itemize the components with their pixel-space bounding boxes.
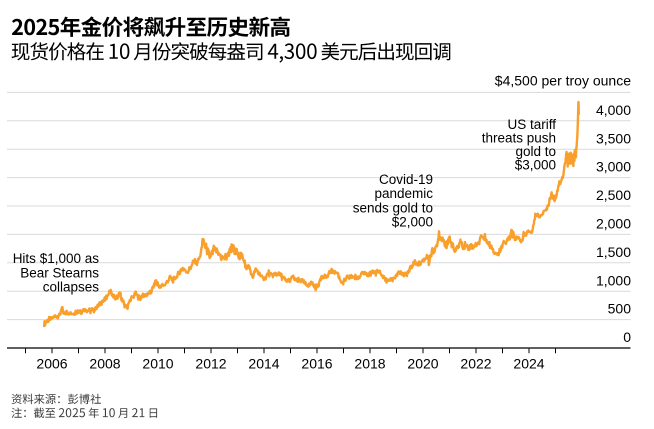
svg-text:4,000: 4,000: [596, 102, 631, 118]
svg-text:2006: 2006: [36, 355, 67, 371]
svg-text:2022: 2022: [460, 355, 491, 371]
svg-text:3,000: 3,000: [596, 159, 631, 175]
svg-text:3,500: 3,500: [596, 130, 631, 146]
svg-text:$4,500 per troy ounce: $4,500 per troy ounce: [495, 73, 631, 89]
svg-text:0: 0: [623, 329, 631, 345]
svg-text:500: 500: [608, 301, 632, 317]
svg-text:2012: 2012: [195, 355, 226, 371]
svg-text:2010: 2010: [142, 355, 173, 371]
svg-text:2024: 2024: [513, 355, 544, 371]
svg-text:2018: 2018: [354, 355, 385, 371]
svg-text:2020: 2020: [407, 355, 438, 371]
svg-text:1,000: 1,000: [596, 272, 631, 288]
svg-text:1,500: 1,500: [596, 244, 631, 260]
svg-text:2016: 2016: [301, 355, 332, 371]
svg-text:2008: 2008: [89, 355, 120, 371]
svg-text:2,500: 2,500: [596, 187, 631, 203]
svg-text:2,000: 2,000: [596, 216, 631, 232]
svg-text:2014: 2014: [248, 355, 279, 371]
